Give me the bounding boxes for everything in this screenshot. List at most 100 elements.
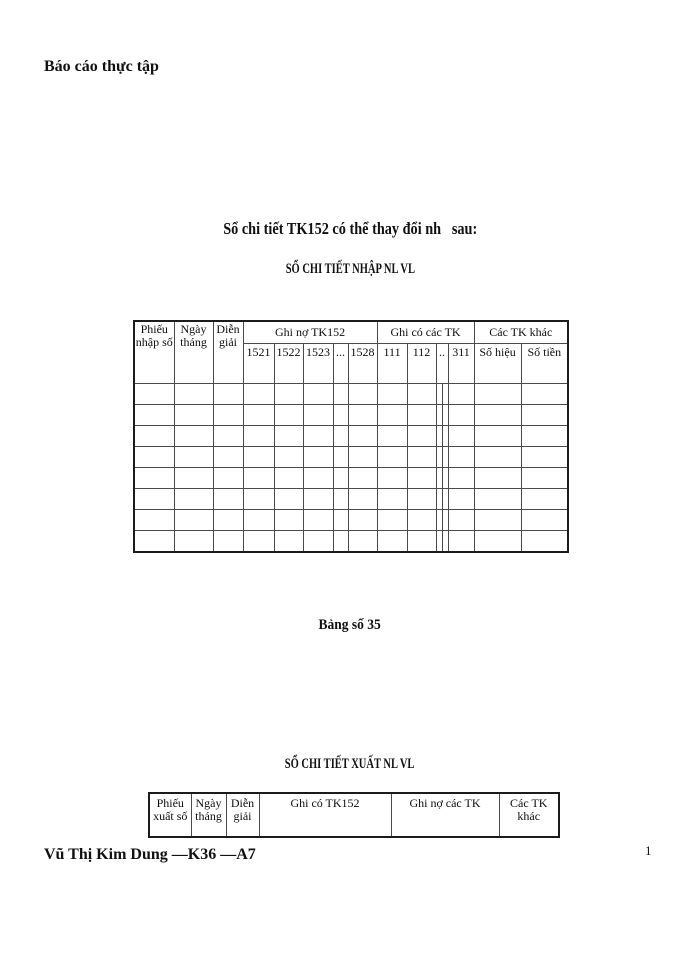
empty-cell bbox=[173, 404, 214, 426]
empty-row bbox=[133, 467, 569, 489]
empty-cell bbox=[332, 467, 349, 489]
empty-cell bbox=[133, 446, 175, 468]
empty-cell bbox=[406, 446, 437, 468]
empty-cell bbox=[302, 488, 334, 510]
subcol-311: 311 bbox=[447, 343, 475, 384]
empty-cell bbox=[347, 383, 378, 405]
empty-cell bbox=[473, 488, 522, 510]
nhap-table: Phiếu nhập số Ngày tháng Diễn giải Ghi n… bbox=[133, 320, 570, 553]
col-header-cac-tk-khac-xuat: Các TK khác bbox=[498, 792, 560, 838]
subcol-1521: 1521 bbox=[242, 343, 275, 384]
empty-cell bbox=[376, 425, 408, 447]
col-header-phieu-xuat-so: Phiếu xuất số bbox=[148, 792, 192, 838]
footer-author: Vũ Thị Kim Dung —K36 —A7 bbox=[44, 846, 256, 863]
xuat-table-title: SỔ CHI TIẾT XUẤT NL VL bbox=[285, 756, 415, 772]
empty-cell bbox=[447, 383, 475, 405]
nhap-table-header: Phiếu nhập số Ngày tháng Diễn giải Ghi n… bbox=[133, 320, 569, 384]
empty-cell bbox=[376, 488, 408, 510]
xuat-table: Phiếu xuất số Ngày tháng Diễn giải Ghi c… bbox=[148, 792, 560, 838]
empty-cell bbox=[520, 530, 569, 552]
empty-cell bbox=[273, 404, 304, 426]
empty-cell bbox=[376, 404, 408, 426]
empty-cell bbox=[302, 383, 334, 405]
empty-cell bbox=[242, 467, 275, 489]
empty-cell bbox=[473, 425, 522, 447]
empty-cell bbox=[347, 530, 378, 552]
xuat-table-header: Phiếu xuất số Ngày tháng Diễn giải Ghi c… bbox=[148, 792, 560, 838]
empty-cell bbox=[173, 467, 214, 489]
empty-cell bbox=[302, 446, 334, 468]
intro-line: Sổ chi tiết TK152 có thể thay đổi nh sau… bbox=[222, 219, 478, 238]
empty-cell bbox=[302, 404, 334, 426]
empty-cell bbox=[332, 425, 349, 447]
empty-cell bbox=[133, 404, 175, 426]
empty-cell bbox=[242, 383, 275, 405]
empty-cell bbox=[302, 467, 334, 489]
subcol-1523: 1523 bbox=[302, 343, 334, 384]
empty-cell bbox=[332, 404, 349, 426]
empty-cell bbox=[133, 530, 175, 552]
empty-row bbox=[133, 446, 569, 468]
nhap-table-title: SỔ CHI TIẾT NHẬP NL VL bbox=[285, 261, 415, 277]
empty-cell bbox=[473, 467, 522, 489]
intro-line-wrap: Sổ chi tiết TK152 có thể thay đổi nh sau… bbox=[0, 219, 700, 239]
empty-cell bbox=[273, 530, 304, 552]
empty-cell bbox=[242, 509, 275, 531]
empty-row bbox=[133, 404, 569, 426]
nhap-sub-header-row: 1521 1522 1523 ... 1528 111 112 .. 311 S… bbox=[134, 343, 569, 384]
empty-cell bbox=[133, 488, 175, 510]
empty-cell bbox=[447, 530, 475, 552]
empty-cell bbox=[406, 383, 437, 405]
empty-cell bbox=[273, 509, 304, 531]
empty-cell bbox=[173, 488, 214, 510]
empty-cell bbox=[332, 530, 349, 552]
caption-wrap: Bảng số 35 bbox=[0, 616, 700, 634]
empty-cell bbox=[332, 509, 349, 531]
empty-cell bbox=[242, 446, 275, 468]
empty-cell bbox=[473, 530, 522, 552]
empty-cell bbox=[447, 509, 475, 531]
subcol-ellipsis-no: ... bbox=[332, 343, 349, 384]
empty-cell bbox=[212, 530, 244, 552]
empty-cell bbox=[173, 446, 214, 468]
empty-cell bbox=[133, 509, 175, 531]
empty-cell bbox=[447, 467, 475, 489]
col-header-ghi-co-tk152: Ghi có TK152 bbox=[258, 792, 392, 838]
empty-cell bbox=[447, 446, 475, 468]
empty-cell bbox=[347, 467, 378, 489]
empty-cell bbox=[212, 509, 244, 531]
empty-cell bbox=[447, 488, 475, 510]
nhap-table-body bbox=[133, 383, 569, 552]
empty-cell bbox=[332, 383, 349, 405]
col-header-dien-giai-xuat: Diễn giải bbox=[225, 792, 260, 838]
empty-cell bbox=[273, 383, 304, 405]
empty-cell bbox=[406, 404, 437, 426]
empty-cell bbox=[212, 446, 244, 468]
empty-cell bbox=[406, 425, 437, 447]
empty-cell bbox=[273, 488, 304, 510]
empty-cell bbox=[133, 383, 175, 405]
empty-cell bbox=[302, 425, 334, 447]
empty-cell bbox=[133, 467, 175, 489]
empty-cell bbox=[473, 509, 522, 531]
empty-cell bbox=[520, 404, 569, 426]
subcol-ellipsis-co: .. bbox=[435, 343, 449, 384]
empty-row bbox=[133, 383, 569, 405]
empty-cell bbox=[173, 509, 214, 531]
xuat-header-row: Phiếu xuất số Ngày tháng Diễn giải Ghi c… bbox=[148, 792, 560, 838]
empty-cell bbox=[520, 488, 569, 510]
subcol-so-hieu: Số hiệu bbox=[473, 343, 522, 384]
col-header-ngay-thang-xuat: Ngày tháng bbox=[190, 792, 227, 838]
subcol-111: 111 bbox=[376, 343, 408, 384]
empty-cell bbox=[242, 425, 275, 447]
empty-cell bbox=[520, 425, 569, 447]
nhap-group-header-row: Phiếu nhập số Ngày tháng Diễn giải Ghi n… bbox=[133, 320, 569, 384]
empty-cell bbox=[447, 425, 475, 447]
empty-cell bbox=[242, 530, 275, 552]
empty-cell bbox=[212, 383, 244, 405]
empty-cell bbox=[447, 404, 475, 426]
empty-cell bbox=[473, 446, 522, 468]
empty-cell bbox=[473, 404, 522, 426]
empty-cell bbox=[302, 530, 334, 552]
